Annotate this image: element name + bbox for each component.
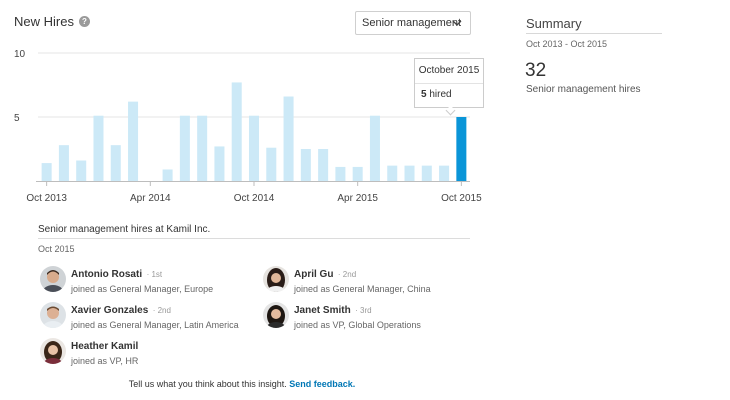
avatar[interactable] [40, 266, 66, 292]
bar-apr-2015[interactable] [352, 166, 363, 181]
chevron-down-icon [452, 20, 462, 26]
question-circle-icon[interactable]: ? [78, 16, 90, 27]
x-tick-label: Apr 2015 [337, 193, 378, 204]
summary-title: Summary [526, 16, 582, 31]
connection-degree: · 3rd [355, 306, 372, 315]
summary-hire-count: 32 [525, 60, 547, 81]
bar-dec-2014[interactable] [283, 96, 294, 181]
tooltip-body: 5 hired [415, 84, 483, 100]
page-title: New Hires ? [14, 14, 90, 29]
avatar[interactable] [263, 266, 289, 292]
feedback-prompt: Tell us what you think about this insigh… [128, 379, 290, 389]
hire-item-heather-kamil[interactable]: Heather Kamil joined as VP, HR [40, 336, 138, 366]
x-tick-label: Apr 2014 [130, 193, 171, 204]
bar-mar-2015[interactable] [335, 166, 346, 181]
x-tick-label: Oct 2015 [441, 193, 482, 204]
y-tick-label: 10 [14, 49, 26, 60]
tooltip-suffix: hired [426, 89, 452, 100]
bar-feb-2014[interactable] [110, 145, 121, 181]
hire-name[interactable]: Janet Smith [294, 305, 351, 316]
bar-sep-2015[interactable] [439, 165, 450, 181]
tooltip-count: 5 [421, 89, 427, 100]
bar-jun-2015[interactable] [387, 165, 398, 181]
avatar[interactable] [40, 338, 66, 364]
hire-item-xavier-gonzales[interactable]: Xavier Gonzales · 2nd joined as General … [40, 300, 239, 330]
hire-item-janet-smith[interactable]: Janet Smith · 3rd joined as VP, Global O… [263, 300, 421, 330]
x-tick-label: Oct 2013 [26, 193, 67, 204]
hire-role: joined as VP, Global Operations [294, 320, 421, 330]
title-text: New Hires [14, 14, 74, 29]
bar-oct-2015[interactable] [456, 117, 467, 181]
summary-divider [526, 33, 662, 34]
hire-role: joined as General Manager, Europe [71, 284, 214, 294]
hires-period: Oct 2015 [38, 244, 75, 254]
send-feedback-link[interactable]: Send feedback. [289, 379, 356, 389]
feedback-footer: Tell us what you think about this insigh… [0, 379, 484, 389]
hire-item-antonio-rosati[interactable]: Antonio Rosati · 1st joined as General M… [40, 264, 213, 294]
summary-date-range: Oct 2013 - Oct 2015 [526, 39, 608, 49]
bar-sep-2014[interactable] [231, 82, 242, 181]
hire-name[interactable]: Heather Kamil [71, 341, 139, 352]
hires-section-title: Senior management hires at Kamil Inc. [38, 224, 211, 235]
connection-degree: · 2nd [152, 306, 171, 315]
bar-oct-2014[interactable] [248, 115, 260, 181]
hires-section-divider [38, 238, 470, 239]
bar-jan-2015[interactable] [300, 149, 311, 181]
hire-name[interactable]: Antonio Rosati [71, 269, 143, 280]
hire-role: joined as VP, HR [71, 356, 139, 366]
bar-oct-2013[interactable] [41, 163, 52, 181]
bar-mar-2014[interactable] [128, 101, 139, 181]
x-tick-label: Oct 2014 [234, 193, 275, 204]
bar-jun-2014[interactable] [179, 115, 190, 181]
hire-name[interactable]: April Gu [294, 269, 334, 280]
bar-aug-2015[interactable] [421, 165, 432, 181]
bar-jul-2014[interactable] [197, 115, 208, 181]
hire-role: joined as General Manager, Latin America [71, 320, 239, 330]
avatar[interactable] [263, 302, 289, 328]
connection-degree: · 1st [146, 270, 163, 279]
hire-role: joined as General Manager, China [294, 284, 431, 294]
bar-dec-2013[interactable] [76, 160, 87, 181]
avatar[interactable] [40, 302, 66, 328]
tooltip-month: October 2015 [415, 59, 483, 84]
chart-tooltip: October 2015 5 hired [414, 58, 484, 108]
bar-nov-2014[interactable] [266, 147, 277, 181]
bar-feb-2015[interactable] [318, 149, 329, 181]
dropdown-selected-value: Senior management [362, 17, 462, 29]
hire-item-april-gu[interactable]: April Gu · 2nd joined as General Manager… [263, 264, 431, 294]
hires-bar-chart: 5 10 Oct 2013 Apr 2014 Oct 2014 Apr 2015 Oct 2… [14, 49, 482, 204]
connection-degree: · 2nd [337, 270, 357, 279]
bar-may-2015[interactable] [369, 115, 380, 181]
bar-may-2014[interactable] [162, 169, 173, 181]
y-tick-label: 5 [14, 113, 20, 124]
bar-jan-2014[interactable] [93, 115, 104, 181]
hire-level-dropdown[interactable]: Senior management [355, 11, 471, 35]
hire-name[interactable]: Xavier Gonzales [71, 305, 149, 316]
bar-aug-2014[interactable] [214, 146, 225, 181]
bar-nov-2013[interactable] [58, 145, 69, 181]
summary-hire-label: Senior management hires [526, 84, 641, 95]
bar-jul-2015[interactable] [404, 165, 415, 181]
